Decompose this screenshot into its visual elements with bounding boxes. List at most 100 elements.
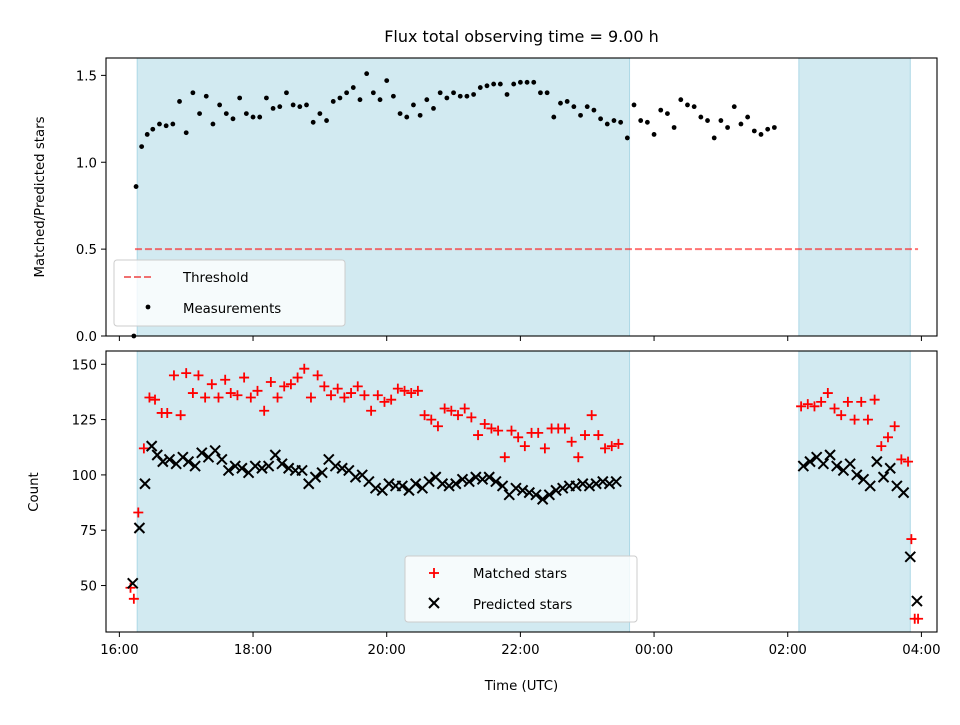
- predicted-star-point: [269, 449, 282, 461]
- measurement-point: [651, 132, 657, 137]
- measurement-point: [431, 105, 436, 111]
- measurement-point: [437, 90, 443, 96]
- predicted-star-point: [577, 478, 589, 490]
- measurement-point: [711, 135, 717, 141]
- predicted-star-point: [216, 453, 228, 466]
- measurement-point: [411, 102, 416, 108]
- measurement-point: [758, 132, 764, 137]
- predicted-star-point: [597, 475, 609, 488]
- matched-star-point: [259, 405, 270, 416]
- matched-star-point: [386, 394, 397, 405]
- measurement-point: [310, 119, 316, 125]
- matched-star-point: [913, 613, 924, 624]
- matched-star-point: [175, 410, 186, 421]
- predicted-star-point: [523, 486, 536, 499]
- measurement-point: [571, 104, 577, 110]
- predicted-star-point: [490, 475, 502, 488]
- predicted-star-point: [516, 484, 529, 497]
- matched-star-point: [519, 441, 530, 452]
- predicted-star-point: [229, 460, 241, 472]
- predicted-star-point: [443, 480, 455, 492]
- chart-title: Flux total observing time = 9.00 h: [384, 27, 659, 46]
- x-tick-label: 20:00: [368, 643, 406, 658]
- predicted-star-point: [139, 478, 151, 490]
- predicted-star-point: [276, 458, 288, 470]
- matched-star-point: [168, 370, 179, 381]
- top-legend: Threshold Measurements: [113, 259, 346, 327]
- matched-star-point: [379, 396, 390, 407]
- predicted-star-point: [824, 449, 836, 461]
- matched-star-point: [213, 392, 224, 403]
- measurement-point: [183, 130, 189, 136]
- matched-star-point: [906, 534, 917, 545]
- matched-star-point: [206, 379, 217, 390]
- predicted-star-point: [483, 471, 495, 483]
- predicted-star-point: [163, 453, 176, 466]
- predicted-star-point: [456, 473, 469, 486]
- predicted-star-point: [610, 475, 622, 488]
- measurement-point: [738, 121, 744, 127]
- measurement-point: [584, 104, 590, 110]
- predicted-star-point: [463, 475, 475, 488]
- measurement-point: [451, 90, 456, 96]
- measurement-point: [517, 79, 523, 85]
- matched-star-point: [187, 388, 198, 399]
- measurement-point: [277, 104, 283, 110]
- matched-star-point: [128, 593, 139, 604]
- measurement-point: [691, 104, 697, 110]
- matched-star-point: [239, 372, 250, 383]
- measurement-point: [297, 104, 303, 110]
- predicted-star-point: [884, 462, 896, 474]
- y-tick-label: 150: [72, 358, 97, 373]
- matched-star-point: [299, 363, 310, 374]
- measurement-point: [765, 126, 771, 132]
- bottom-axes-frame: [105, 350, 938, 633]
- shaded-interval-1: [798, 350, 911, 633]
- matched-star-point: [869, 394, 880, 405]
- x-axis-label: Time (UTC): [484, 679, 559, 694]
- measurement-point: [725, 125, 730, 130]
- matched-star-point: [453, 410, 464, 421]
- predicted-star-point: [530, 489, 542, 501]
- predicted-star-point: [436, 478, 449, 490]
- top-axes-frame: [105, 57, 938, 337]
- measurement-point: [484, 83, 490, 89]
- matched-star-point: [466, 412, 477, 423]
- measurement-point: [471, 92, 477, 97]
- matched-star-point: [486, 423, 497, 434]
- predicted-star-point: [249, 460, 261, 472]
- predicted-star-point: [817, 458, 830, 470]
- measurement-point: [243, 111, 249, 116]
- matched-star-point: [876, 441, 887, 452]
- measurement-point: [698, 114, 704, 120]
- predicted-star-point: [797, 460, 810, 472]
- measurement-point: [424, 97, 430, 103]
- measurement-point: [497, 81, 503, 87]
- bottom-y-axis-label: Count: [27, 472, 42, 512]
- x-tick-label: 02:00: [769, 643, 807, 658]
- measurement-point: [133, 184, 139, 189]
- matched-star-point: [392, 383, 403, 394]
- shaded-interval-1: [798, 57, 911, 337]
- predicted-star-point: [409, 478, 422, 490]
- matched-star-point: [292, 372, 303, 383]
- predicted-star-point: [476, 473, 489, 486]
- predicted-star-point: [851, 469, 863, 481]
- predicted-star-point: [911, 595, 923, 607]
- matched-star-point: [265, 376, 276, 387]
- measurement-point: [591, 107, 597, 113]
- matched-star-point: [506, 425, 517, 436]
- measurement-point: [337, 95, 343, 101]
- x-tick-label: 22:00: [501, 643, 539, 658]
- bottom-axes-ticks: 50 75 100 125 150 16:00 18:00 20:00 22:00 00:00 02…: [72, 358, 941, 658]
- measurement-point: [457, 93, 463, 99]
- measurement-point: [417, 112, 423, 118]
- measurement-point: [564, 99, 570, 104]
- matched-star-point: [162, 407, 173, 418]
- predicted-star-point: [189, 460, 201, 472]
- matched-star-point: [346, 388, 357, 399]
- matched-star-point: [579, 430, 590, 441]
- measurement-point: [197, 111, 202, 116]
- measurement-point: [718, 118, 724, 123]
- predicted-star-point: [369, 482, 382, 494]
